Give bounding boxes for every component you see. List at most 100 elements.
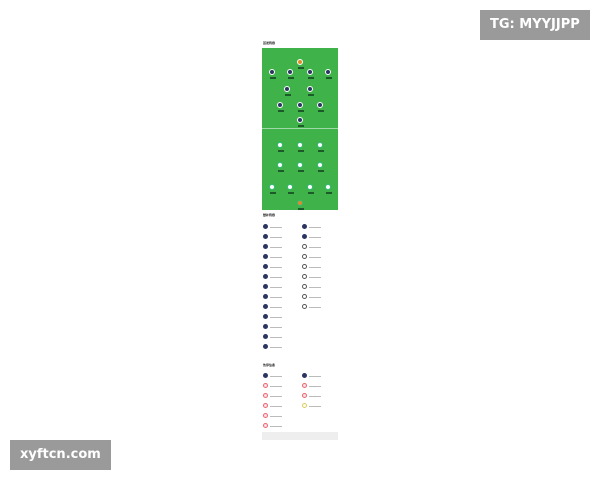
player-name (270, 247, 282, 248)
player-marker[interactable] (325, 184, 333, 194)
list-item[interactable] (263, 284, 299, 292)
player-name (309, 396, 321, 397)
player-marker[interactable] (316, 142, 324, 152)
footer (262, 432, 338, 440)
player-name (270, 297, 282, 298)
list-item[interactable] (263, 393, 299, 401)
player-marker[interactable] (297, 102, 304, 112)
avatar (263, 373, 268, 378)
avatar (302, 294, 307, 299)
player-marker[interactable] (268, 184, 276, 194)
list-item[interactable] (263, 403, 299, 411)
list-item[interactable] (263, 334, 299, 342)
player-name (270, 416, 282, 417)
player-name (270, 237, 282, 238)
player-marker[interactable] (297, 200, 304, 210)
subs-title: 替补阵容 (263, 213, 276, 217)
list-item[interactable] (302, 244, 338, 252)
player-name (270, 337, 282, 338)
list-item[interactable] (263, 294, 299, 302)
avatar (263, 224, 268, 229)
avatar (302, 383, 307, 388)
list-item[interactable] (263, 324, 299, 332)
avatar (302, 304, 307, 309)
list-item[interactable] (302, 304, 338, 312)
player-name (309, 227, 321, 228)
list-item[interactable] (302, 383, 338, 391)
player-marker[interactable] (287, 69, 295, 79)
avatar (302, 373, 307, 378)
list-item[interactable] (302, 284, 338, 292)
list-item[interactable] (263, 244, 299, 252)
player-name (309, 287, 321, 288)
player-name (309, 237, 321, 238)
list-item[interactable] (302, 373, 338, 381)
avatar (263, 264, 268, 269)
avatar (263, 274, 268, 279)
list-item[interactable] (263, 234, 299, 242)
list-item[interactable] (263, 224, 299, 232)
avatar (263, 324, 268, 329)
avatar (263, 344, 268, 349)
list-item[interactable] (263, 344, 299, 352)
player-name (270, 257, 282, 258)
list-item[interactable] (302, 294, 338, 302)
player-marker[interactable] (268, 69, 276, 79)
player-marker[interactable] (277, 142, 285, 152)
player-name (270, 426, 282, 427)
player-name (309, 267, 321, 268)
list-item[interactable] (263, 274, 299, 282)
player-name (270, 277, 282, 278)
list-item[interactable] (263, 383, 299, 391)
player-name (309, 307, 321, 308)
list-item[interactable] (302, 393, 338, 401)
player-name (270, 227, 282, 228)
list-item[interactable] (263, 423, 299, 431)
player-name (309, 257, 321, 258)
player-marker[interactable] (306, 86, 314, 96)
player-marker[interactable] (297, 142, 304, 152)
player-marker[interactable] (297, 162, 304, 172)
list-item[interactable] (263, 304, 299, 312)
player-name (309, 406, 321, 407)
list-item[interactable] (302, 254, 338, 262)
list-item[interactable] (263, 314, 299, 322)
halfway-line (262, 128, 338, 129)
player-name (270, 406, 282, 407)
player-name (309, 386, 321, 387)
player-marker[interactable] (306, 184, 314, 194)
list-item[interactable] (263, 254, 299, 262)
player-marker[interactable] (325, 69, 333, 79)
player-marker[interactable] (297, 117, 304, 127)
player-name (270, 386, 282, 387)
list-item[interactable] (263, 264, 299, 272)
list-item[interactable] (302, 274, 338, 282)
avatar (263, 304, 268, 309)
player-name (309, 376, 321, 377)
player-marker[interactable] (277, 162, 285, 172)
list-item[interactable] (263, 373, 299, 381)
player-marker[interactable] (277, 102, 285, 112)
avatar (302, 274, 307, 279)
player-name (309, 277, 321, 278)
list-item[interactable] (302, 403, 338, 411)
avatar (263, 254, 268, 259)
player-marker[interactable] (297, 59, 304, 69)
player-marker[interactable] (316, 162, 324, 172)
player-marker[interactable] (316, 102, 324, 112)
lineup-page: 首发阵容 替补阵容 伤停信息 (262, 38, 338, 440)
list-item[interactable] (302, 264, 338, 272)
player-marker[interactable] (287, 184, 295, 194)
player-marker[interactable] (306, 69, 314, 79)
list-item[interactable] (302, 224, 338, 232)
player-marker[interactable] (284, 86, 292, 96)
player-name (270, 347, 282, 348)
avatar (263, 383, 268, 388)
watermark-top: TG: MYYJJPP (480, 10, 590, 40)
avatar (263, 234, 268, 239)
list-item[interactable] (263, 413, 299, 421)
avatar (263, 294, 268, 299)
avatar (263, 393, 268, 398)
player-name (270, 327, 282, 328)
list-item[interactable] (302, 234, 338, 242)
